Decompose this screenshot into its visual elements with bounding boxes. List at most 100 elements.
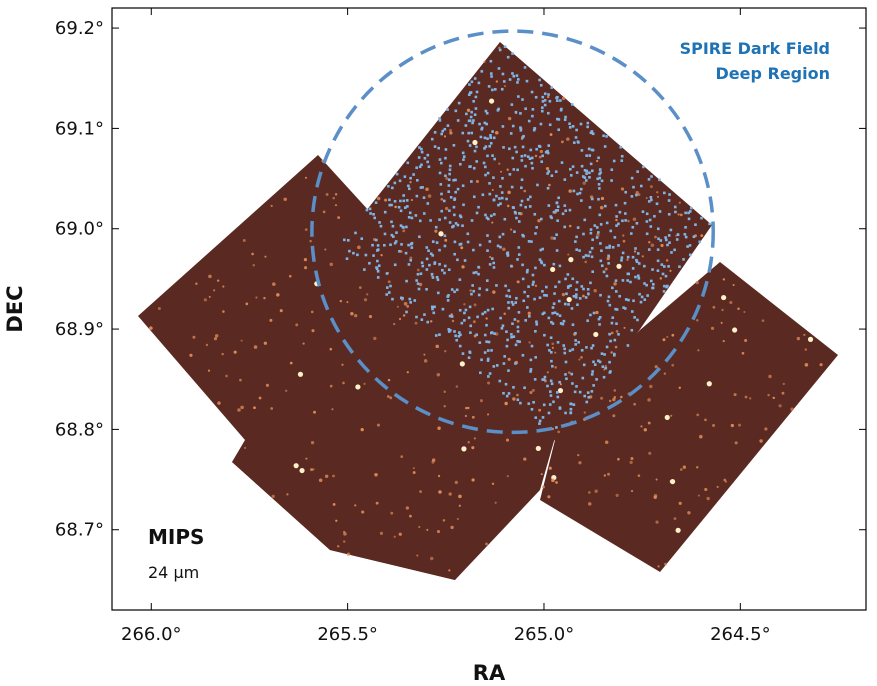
source-marker [483,121,487,125]
star [276,293,280,297]
source-marker [588,176,591,179]
source-marker [550,86,553,89]
source-marker [487,340,491,344]
star [648,241,651,244]
y-axis-label: DEC [3,285,27,332]
source-marker [595,226,599,229]
source-marker [434,334,438,337]
source-marker [634,247,637,250]
star [730,423,734,428]
image-tile [540,262,838,572]
source-marker [552,400,555,404]
source-marker [394,240,398,243]
source-marker [488,240,492,243]
source-marker [467,119,471,123]
source-marker [514,362,517,365]
source-marker [572,141,576,144]
source-marker [421,264,425,268]
source-marker [390,233,394,237]
star [427,194,432,198]
source-marker [591,169,594,173]
source-marker [587,147,591,151]
source-marker [599,242,602,245]
source-marker [435,241,439,244]
star [596,233,600,237]
source-marker [574,136,578,139]
star [633,402,636,406]
star [617,457,620,461]
source-marker [352,251,355,255]
source-marker [582,232,585,236]
source-marker [603,204,607,208]
star [671,333,675,337]
source-marker [623,201,627,205]
star [373,336,377,341]
source-marker [454,190,457,194]
star [455,385,459,388]
star [612,414,616,418]
source-marker [521,353,525,357]
source-marker [643,298,647,301]
source-marker [522,299,526,303]
source-marker [421,186,424,189]
source-marker [582,287,585,291]
source-marker [443,244,447,248]
source-marker [570,372,574,376]
source-marker [539,260,543,263]
star [550,236,554,240]
star [472,139,478,146]
star [495,80,499,83]
star [270,407,274,410]
source-marker [402,226,405,229]
source-marker [490,257,494,260]
source-marker [499,202,502,205]
source-marker [600,264,604,268]
source-marker [626,344,630,347]
source-marker [588,206,592,209]
source-marker [591,132,595,136]
star [434,229,438,233]
star [217,401,221,405]
source-marker [405,310,408,314]
star [604,440,609,445]
source-marker [482,161,486,165]
region-label-line1: SPIRE Dark Field [680,39,830,58]
star [662,338,666,342]
star [448,492,452,496]
source-marker [581,175,585,178]
star [366,293,369,296]
source-marker [492,136,496,140]
star [363,298,368,302]
source-marker [418,165,422,169]
star [626,258,629,261]
source-marker [415,279,418,282]
source-marker [485,340,488,344]
star [582,181,586,185]
source-marker [523,290,526,294]
source-marker [438,262,441,266]
source-marker [609,339,612,343]
source-marker [526,306,529,309]
source-marker [521,98,524,101]
star [666,335,669,338]
star [339,299,343,303]
source-marker [574,343,577,346]
source-marker [669,228,673,232]
source-marker [563,118,567,122]
star [412,467,415,470]
source-marker [379,224,383,228]
source-marker [432,311,436,315]
source-marker [530,161,534,165]
source-marker [488,182,491,185]
source-marker [607,295,611,299]
source-marker [580,199,583,202]
source-marker [447,178,451,181]
source-marker [497,203,500,207]
star [647,398,651,402]
source-marker [597,231,600,234]
source-marker [439,161,443,165]
star [616,263,622,269]
source-marker [575,288,578,291]
source-marker [584,254,588,257]
source-marker [511,156,515,160]
